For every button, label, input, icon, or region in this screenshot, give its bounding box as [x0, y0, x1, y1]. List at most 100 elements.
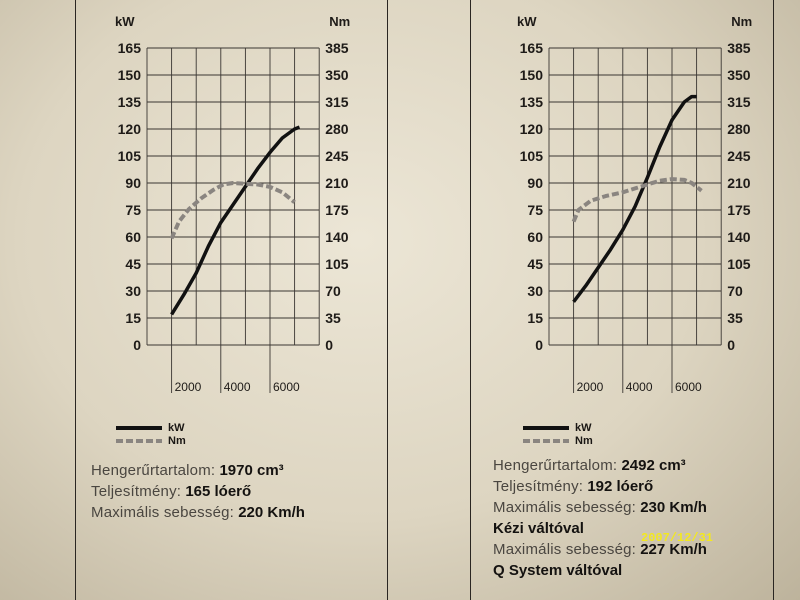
- y-right-tick-label: 280: [727, 121, 751, 137]
- y-left-tick-label: 90: [527, 175, 543, 191]
- y-left-tick-label: 105: [118, 148, 142, 164]
- y-left-tick-label: 0: [133, 337, 141, 353]
- y-left-tick-label: 0: [535, 337, 543, 353]
- y-left-unit-label: kW: [115, 14, 135, 29]
- y-right-tick-label: 35: [727, 310, 743, 326]
- power-value: 165 lóerő: [185, 483, 252, 500]
- x-tick-label: 6000: [273, 380, 300, 394]
- y-left-tick-label: 60: [527, 229, 543, 245]
- y-right-tick-label: 350: [325, 67, 349, 83]
- y-right-tick-label: 35: [325, 310, 341, 326]
- displacement-value: 2492 cm³: [621, 457, 686, 474]
- y-left-tick-label: 15: [125, 310, 141, 326]
- y-right-tick-label: 175: [727, 202, 751, 218]
- right-spec-list: Hengerűrtartalom: 2492 cm³ Teljesítmény:…: [493, 455, 707, 581]
- y-right-tick-label: 315: [727, 94, 751, 110]
- y-left-tick-label: 150: [118, 67, 142, 83]
- power-label: Teljesítmény:: [493, 478, 584, 495]
- displacement-label: Hengerűrtartalom:: [91, 462, 216, 479]
- x-tick-label: 2000: [175, 380, 202, 394]
- y-left-tick-label: 45: [125, 256, 141, 272]
- y-left-tick-label: 120: [118, 121, 142, 137]
- y-right-tick-label: 175: [325, 202, 349, 218]
- y-right-unit-label: Nm: [329, 14, 350, 29]
- legend-kw-label: kW: [168, 421, 185, 434]
- y-right-tick-label: 70: [325, 283, 341, 299]
- torque-nm-curve: [571, 177, 703, 223]
- left-performance-chart: kW Nm165150135120105907560453015038535031…: [115, 14, 350, 394]
- torque-nm-curve: [169, 181, 296, 240]
- y-right-tick-label: 245: [325, 148, 349, 164]
- speed-value: 227 Km/h: [640, 541, 707, 558]
- y-right-tick-label: 350: [727, 67, 751, 83]
- y-right-tick-label: 245: [727, 148, 751, 164]
- x-tick-label: 6000: [675, 380, 702, 394]
- speed-value: 220 Km/h: [238, 504, 305, 521]
- y-right-tick-label: 210: [727, 175, 751, 191]
- legend-kw-swatch: [523, 425, 569, 430]
- left-chart-legend: kW Nm: [116, 421, 186, 447]
- y-right-tick-label: 105: [325, 256, 349, 272]
- power-value: 192 lóerő: [587, 478, 654, 495]
- y-right-tick-label: 210: [325, 175, 349, 191]
- left-engine-panel: kW Nm 165 150 135 120 105 90 75 60 45 30 15 0 385 350 31…: [75, 0, 388, 600]
- y-right-tick-label: 315: [325, 94, 349, 110]
- y-left-tick-label: 75: [527, 202, 543, 218]
- right-chart-legend: kW Nm: [523, 421, 593, 447]
- left-power-row: Teljesítmény: 165 lóerő: [91, 481, 305, 502]
- legend-nm-swatch: [116, 438, 162, 443]
- y-left-tick-label: 60: [125, 229, 141, 245]
- power-kw-curve: [572, 94, 697, 303]
- y-right-tick-label: 280: [325, 121, 349, 137]
- x-tick-label: 4000: [626, 380, 653, 394]
- displacement-label: Hengerűrtartalom:: [493, 457, 618, 474]
- legend-kw-swatch: [116, 425, 162, 430]
- displacement-value: 1970 cm³: [219, 462, 284, 479]
- legend-nm-label: Nm: [168, 434, 186, 447]
- right-engine-panel: kW Nm 165 150 135 120 105 90 75 60 45 30 15 0 385 350 31…: [470, 0, 774, 600]
- power-kw-curve: [170, 125, 301, 316]
- left-speed-row: Maximális sebesség: 220 Km/h: [91, 502, 305, 523]
- right-speed2-row: Maximális sebesség: 227 Km/h: [493, 539, 707, 560]
- right-speed1-row: Maximális sebesség: 230 Km/h: [493, 497, 707, 518]
- right-power-row: Teljesítmény: 192 lóerő: [493, 476, 707, 497]
- y-right-tick-label: 385: [727, 40, 751, 56]
- y-right-unit-label: Nm: [731, 14, 752, 29]
- y-left-unit-label: kW: [517, 14, 537, 29]
- y-right-tick-label: 105: [727, 256, 751, 272]
- y-left-tick-label: 30: [125, 283, 141, 299]
- y-right-tick-label: 70: [727, 283, 743, 299]
- x-tick-label: 2000: [577, 380, 604, 394]
- y-left-tick-label: 15: [527, 310, 543, 326]
- legend-nm-label: Nm: [575, 434, 593, 447]
- y-right-tick-label: 140: [727, 229, 751, 245]
- y-left-tick-label: 105: [520, 148, 544, 164]
- y-right-tick-label: 0: [727, 337, 735, 353]
- left-spec-list: Hengerűrtartalom: 1970 cm³ Teljesítmény:…: [91, 460, 305, 523]
- speed-value: 230 Km/h: [640, 499, 707, 516]
- y-right-tick-label: 385: [325, 40, 349, 56]
- legend-nm-swatch: [523, 438, 569, 443]
- power-label: Teljesítmény:: [91, 483, 182, 500]
- q-system-gearbox-note: Q System váltóval: [493, 562, 623, 579]
- y-left-tick-label: 45: [527, 256, 543, 272]
- y-left-tick-label: 165: [520, 40, 544, 56]
- manual-gearbox-note: Kézi váltóval: [493, 520, 584, 537]
- speed-label: Maximális sebesség:: [91, 504, 235, 521]
- legend-kw-label: kW: [575, 421, 592, 434]
- y-left-tick-label: 135: [520, 94, 544, 110]
- camera-date-stamp: 2007/12/31: [641, 531, 714, 545]
- x-tick-label: 4000: [224, 380, 251, 394]
- y-left-tick-label: 120: [520, 121, 544, 137]
- y-right-tick-label: 140: [325, 229, 349, 245]
- y-right-tick-label: 0: [325, 337, 333, 353]
- speed-label: Maximális sebesség:: [493, 499, 637, 516]
- speed-label: Maximális sebesség:: [493, 541, 637, 558]
- left-displacement-row: Hengerűrtartalom: 1970 cm³: [91, 460, 305, 481]
- right-performance-chart: kW Nm165150135120105907560453015038535031…: [517, 14, 752, 394]
- y-left-tick-label: 75: [125, 202, 141, 218]
- y-left-tick-label: 135: [118, 94, 142, 110]
- y-left-tick-label: 165: [118, 40, 142, 56]
- y-left-tick-label: 150: [520, 67, 544, 83]
